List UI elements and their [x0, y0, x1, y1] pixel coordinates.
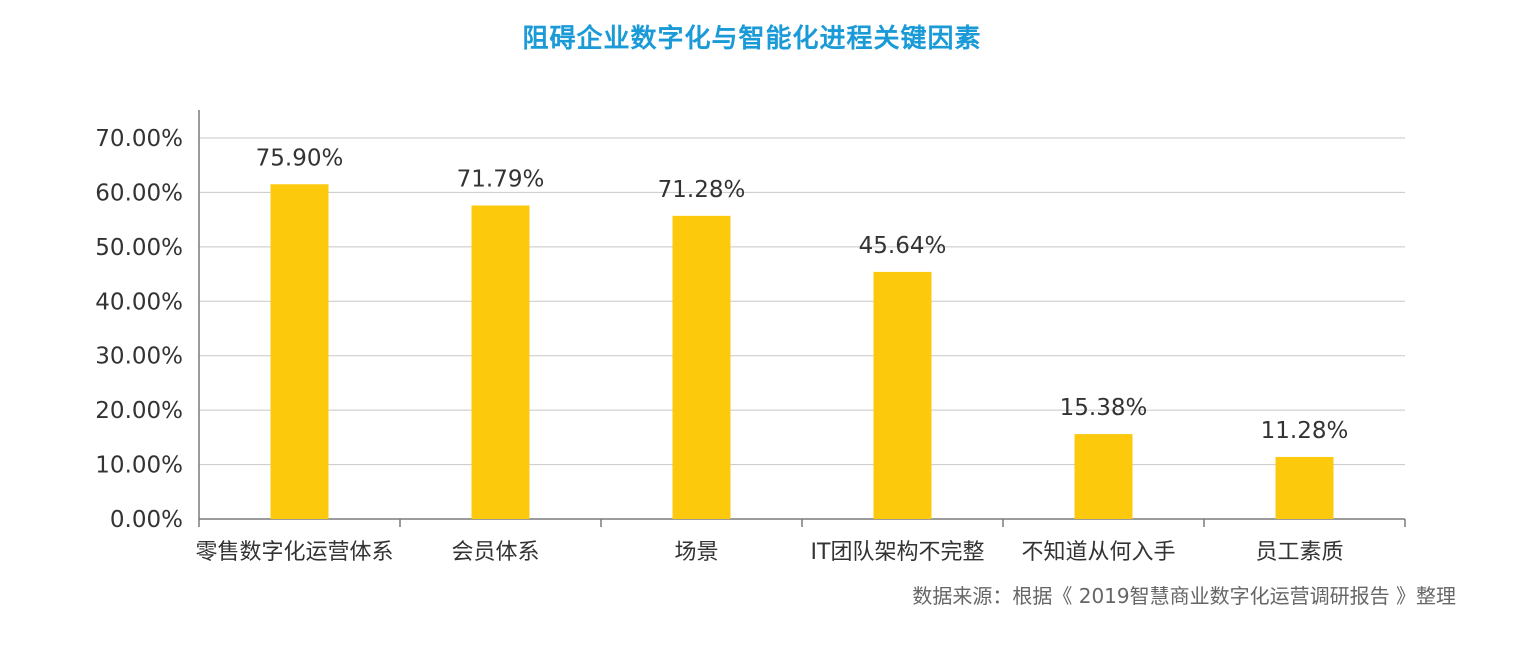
- x-tick-labels: 零售数字化运营体系 会员体系 场景 IT团队架构不完整 不知道从何入手 员工素质: [195, 540, 1343, 565]
- y-tick-label: 30.00%: [95, 344, 183, 370]
- y-tick-label: 70.00%: [95, 126, 183, 152]
- bar: [270, 184, 329, 519]
- data-label: 11.28%: [1261, 418, 1349, 444]
- bar: [1074, 434, 1133, 519]
- x-tick-label: 会员体系: [451, 540, 539, 565]
- bar: [672, 215, 731, 519]
- y-tick-labels: 0.00% 10.00% 20.00% 30.00% 40.00% 50.00% 60.00…: [95, 126, 183, 533]
- data-label: 45.64%: [859, 233, 947, 259]
- x-tick-label: 场景: [674, 540, 718, 565]
- bar: [471, 205, 530, 519]
- source-note: 数据来源：根据《 2019智慧商业数字化运营调研报告 》整理: [912, 584, 1456, 608]
- data-label: 15.38%: [1060, 395, 1148, 421]
- data-label: 75.90%: [256, 145, 344, 171]
- data-labels: 75.90% 71.79% 71.28% 45.64% 15.38% 11.28%: [256, 145, 1349, 444]
- x-tick-label: 不知道从何入手: [1021, 540, 1175, 565]
- gridlines: [199, 137, 1405, 466]
- data-label: 71.79%: [457, 166, 545, 192]
- y-tick-label: 0.00%: [110, 507, 183, 533]
- y-tick-label: 50.00%: [95, 235, 183, 261]
- y-tick-label: 40.00%: [95, 289, 183, 315]
- chart-title: 阻碍企业数字化与智能化进程关键因素: [522, 24, 982, 54]
- bar: [873, 271, 932, 519]
- data-label: 71.28%: [658, 177, 746, 203]
- y-tick-label: 20.00%: [95, 398, 183, 424]
- bars: [270, 184, 1334, 519]
- x-tick-label: 员工素质: [1255, 540, 1343, 565]
- y-tick-label: 10.00%: [95, 453, 183, 479]
- axes: [198, 110, 1406, 527]
- y-tick-label: 60.00%: [95, 180, 183, 206]
- x-tick-label: IT团队架构不完整: [811, 540, 985, 565]
- x-tick-label: 零售数字化运营体系: [195, 540, 393, 565]
- bar: [1275, 456, 1334, 519]
